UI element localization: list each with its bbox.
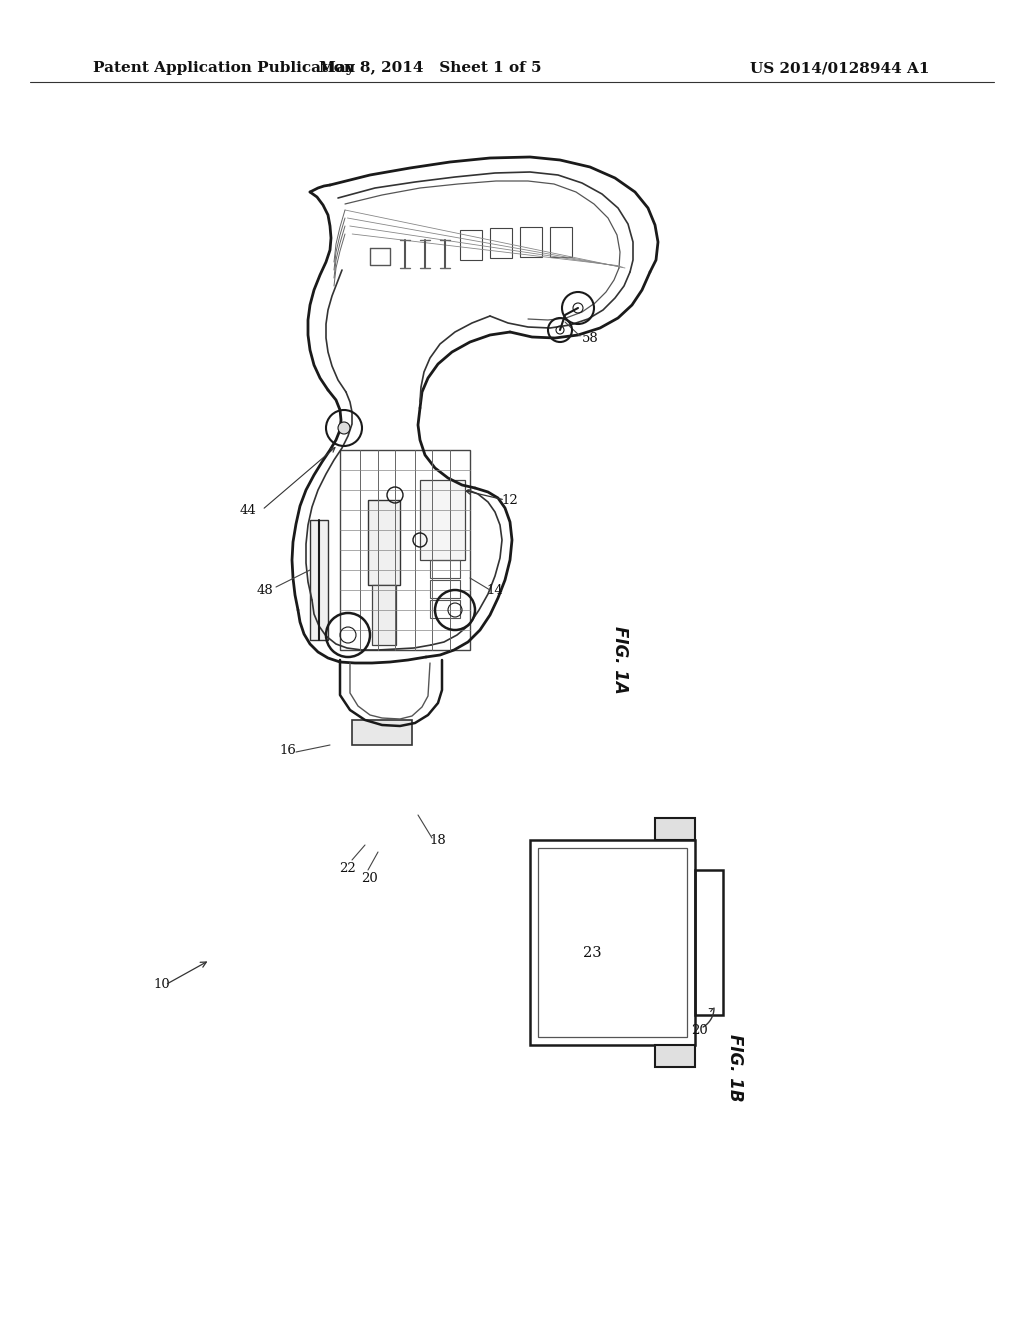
Text: FIG. 1B: FIG. 1B xyxy=(726,1035,744,1102)
Bar xyxy=(352,719,412,744)
Text: May 8, 2014   Sheet 1 of 5: May 8, 2014 Sheet 1 of 5 xyxy=(318,61,542,75)
Bar xyxy=(490,228,512,257)
Text: 14: 14 xyxy=(486,583,504,597)
Bar xyxy=(368,500,400,585)
Bar xyxy=(340,450,470,649)
Text: 18: 18 xyxy=(430,833,446,846)
Text: Patent Application Publication: Patent Application Publication xyxy=(93,61,355,75)
Bar xyxy=(655,818,695,840)
Circle shape xyxy=(338,422,350,434)
Text: 58: 58 xyxy=(582,331,598,345)
Text: 12: 12 xyxy=(502,494,518,507)
Bar xyxy=(655,1045,695,1067)
Bar xyxy=(430,579,460,598)
Text: FIG. 1A: FIG. 1A xyxy=(611,626,629,694)
Bar xyxy=(460,230,482,260)
Text: 20: 20 xyxy=(691,1023,709,1036)
Bar xyxy=(538,847,687,1038)
Bar xyxy=(372,585,396,645)
Text: 23: 23 xyxy=(584,945,602,960)
Bar xyxy=(695,870,723,1015)
Text: 10: 10 xyxy=(154,978,170,991)
Bar xyxy=(520,227,542,257)
Bar xyxy=(430,601,460,618)
Text: 16: 16 xyxy=(280,743,296,756)
Bar xyxy=(310,520,328,640)
Bar xyxy=(530,840,695,1045)
Bar xyxy=(420,480,465,560)
Bar xyxy=(430,560,460,578)
Text: 48: 48 xyxy=(257,583,273,597)
Bar xyxy=(550,227,572,257)
Text: 22: 22 xyxy=(340,862,356,874)
Text: US 2014/0128944 A1: US 2014/0128944 A1 xyxy=(751,61,930,75)
Text: 44: 44 xyxy=(240,503,256,516)
Text: 20: 20 xyxy=(361,871,379,884)
